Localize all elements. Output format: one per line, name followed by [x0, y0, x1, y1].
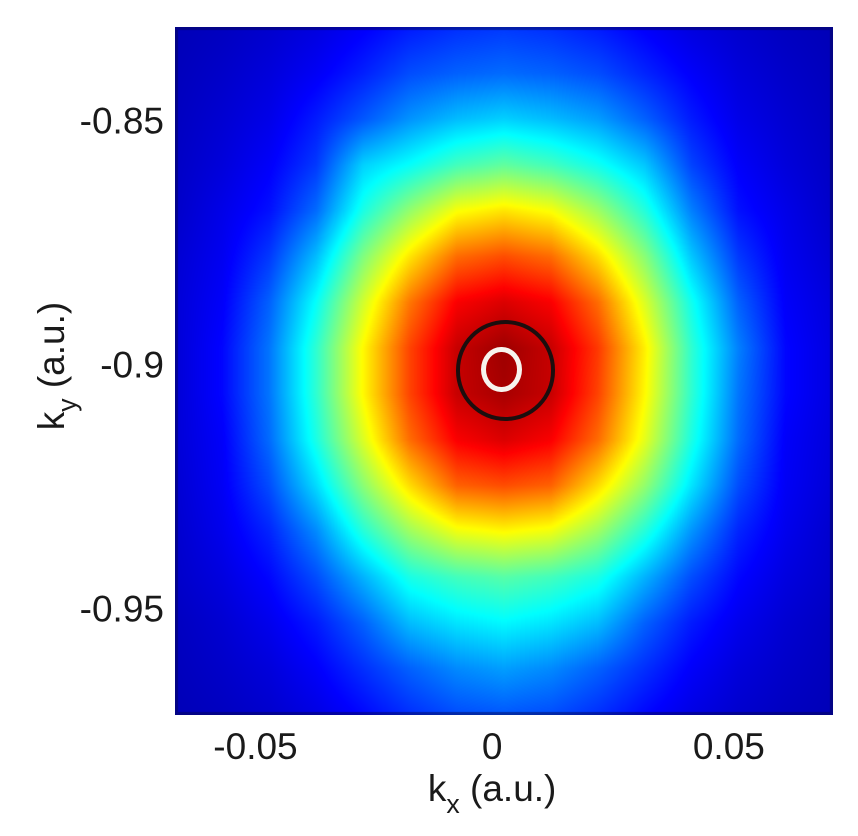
x-tick-label: -0.05 [213, 726, 298, 767]
x-axis-label-subscript: x [446, 788, 460, 819]
x-axis-label-units: (a.u.) [459, 768, 557, 809]
black-circle-annotation [455, 320, 555, 421]
plot-area [175, 27, 833, 715]
y-axis-label-units: (a.u.) [31, 301, 72, 399]
y-axis-label-subscript: y [51, 398, 82, 412]
x-tick-label: 0 [481, 726, 503, 767]
y-tick-label: -0.85 [79, 100, 164, 142]
x-axis-label-base: k [427, 768, 447, 809]
y-tick-label: -0.95 [79, 588, 164, 630]
x-axis-label: kx (a.u.) [427, 768, 557, 817]
white-circle-annotation [481, 346, 522, 393]
y-tick-label: -0.9 [100, 344, 164, 386]
x-tick-label: 0.05 [692, 726, 765, 767]
y-axis-label: ky (a.u.) [31, 301, 82, 431]
y-axis-label-base: k [31, 411, 72, 431]
